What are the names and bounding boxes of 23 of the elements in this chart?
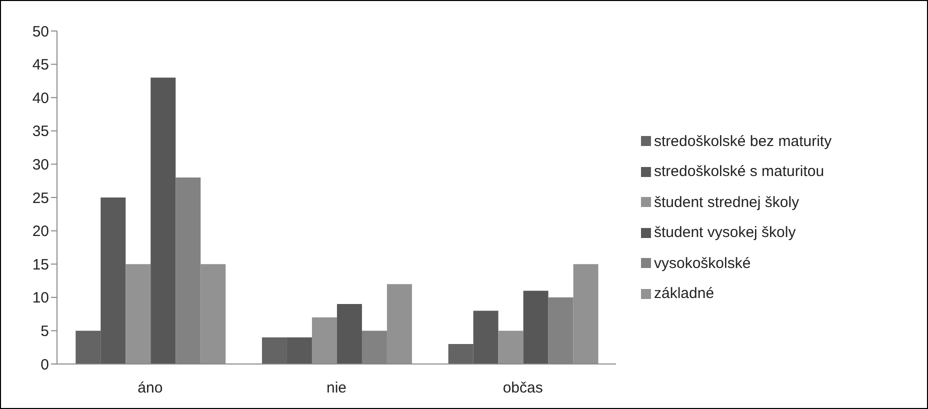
y-tick-label: 40 xyxy=(32,90,49,107)
legend-label: základné xyxy=(654,285,714,302)
y-tick-label: 35 xyxy=(32,123,49,140)
legend-label: stredoškolské bez maturity xyxy=(654,132,832,150)
x-tick-label: nie xyxy=(326,380,347,397)
y-tick-label: 45 xyxy=(32,56,49,74)
y-tick-label: 50 xyxy=(32,23,49,40)
bar xyxy=(336,304,362,364)
x-tick-label: áno xyxy=(138,380,163,397)
y-tick-label: 25 xyxy=(32,190,49,207)
y-tick-label: 20 xyxy=(32,223,49,240)
bar xyxy=(150,78,176,364)
legend-label: stredoškolské s maturitou xyxy=(654,163,824,180)
legend-label: študent strednej školy xyxy=(654,194,800,211)
y-tick-label: 30 xyxy=(32,156,49,174)
y-tick-label: 15 xyxy=(32,256,49,274)
y-tick-label: 10 xyxy=(32,290,49,307)
y-tick-label: 5 xyxy=(40,323,49,340)
x-tick-label: občas xyxy=(502,380,543,397)
legend-label: študent vysokej školy xyxy=(654,224,796,242)
legend-label: vysokoškolské xyxy=(654,254,751,272)
bar xyxy=(523,290,548,364)
y-tick-label: 0 xyxy=(40,356,49,374)
